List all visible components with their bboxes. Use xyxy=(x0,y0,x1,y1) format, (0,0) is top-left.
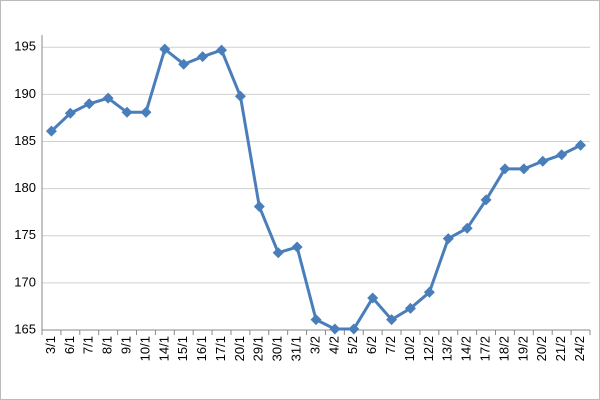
x-tick-label: 12/2 xyxy=(421,336,436,361)
y-tick-label: 185 xyxy=(14,133,36,148)
x-tick-label: 31/1 xyxy=(289,336,304,361)
data-point xyxy=(272,247,284,259)
x-tick-label: 21/2 xyxy=(553,336,568,361)
data-point xyxy=(348,323,360,335)
data-point xyxy=(461,222,473,234)
x-tick-label: 19/2 xyxy=(515,336,530,361)
data-point xyxy=(404,302,416,314)
x-tick-label: 5/2 xyxy=(345,336,360,354)
data-point xyxy=(159,43,171,55)
x-tick-label: 9/1 xyxy=(118,336,133,354)
data-point xyxy=(178,58,190,70)
data-point xyxy=(480,194,492,206)
data-point xyxy=(556,149,568,161)
x-tick-label: 7/1 xyxy=(81,336,96,354)
data-point xyxy=(234,90,246,102)
x-tick-label: 4/2 xyxy=(326,336,341,354)
x-tick-label: 6/1 xyxy=(62,336,77,354)
y-tick-label: 195 xyxy=(14,39,36,54)
x-tick-label: 10/1 xyxy=(137,336,152,361)
data-point xyxy=(367,292,379,304)
y-tick-label: 165 xyxy=(14,321,36,336)
data-point xyxy=(575,139,587,151)
x-tick-label: 17/2 xyxy=(478,336,493,361)
x-tick-label: 15/1 xyxy=(175,336,190,361)
data-point xyxy=(442,233,454,245)
x-tick-label: 14/2 xyxy=(459,336,474,361)
data-point xyxy=(291,241,303,253)
x-tick-label: 17/1 xyxy=(213,336,228,361)
y-tick-label: 170 xyxy=(14,274,36,289)
data-point xyxy=(253,201,265,213)
data-point xyxy=(386,314,398,326)
data-point xyxy=(197,51,209,63)
data-point xyxy=(45,125,57,137)
x-tick-label: 8/1 xyxy=(100,336,115,354)
data-point xyxy=(102,92,114,104)
x-tick-label: 14/1 xyxy=(156,336,171,361)
y-tick-label: 180 xyxy=(14,180,36,195)
data-point xyxy=(121,106,133,118)
data-point xyxy=(329,323,341,335)
x-tick-label: 3/2 xyxy=(307,336,322,354)
data-point xyxy=(83,98,95,110)
y-tick-label: 175 xyxy=(14,227,36,242)
x-tick-label: 20/1 xyxy=(232,336,247,361)
x-tick-label: 24/2 xyxy=(572,336,587,361)
x-tick-label: 10/2 xyxy=(402,336,417,361)
data-point xyxy=(310,314,322,326)
x-tick-label: 20/2 xyxy=(534,336,549,361)
data-point xyxy=(140,106,152,118)
data-point xyxy=(216,44,228,56)
data-point xyxy=(537,155,549,167)
data-point xyxy=(499,163,511,175)
x-tick-label: 3/1 xyxy=(43,336,58,354)
x-tick-label: 29/1 xyxy=(251,336,266,361)
data-point xyxy=(64,107,76,119)
data-point xyxy=(518,163,530,175)
x-tick-label: 13/2 xyxy=(440,336,455,361)
x-tick-label: 6/2 xyxy=(364,336,379,354)
x-tick-label: 18/2 xyxy=(496,336,511,361)
x-tick-label: 7/2 xyxy=(383,336,398,354)
x-tick-label: 16/1 xyxy=(194,336,209,361)
x-tick-label: 30/1 xyxy=(270,336,285,361)
data-point xyxy=(423,286,435,298)
y-tick-label: 190 xyxy=(14,86,36,101)
